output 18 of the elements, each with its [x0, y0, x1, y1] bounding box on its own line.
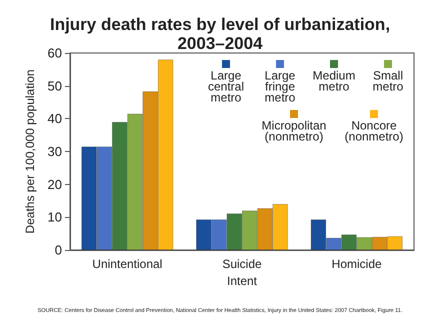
x-tick-label: Unintentional — [92, 257, 162, 271]
legend-label: Large fringe metro — [264, 68, 296, 104]
x-tick-label: Suicide — [222, 257, 262, 271]
x-axis-title: Intent — [226, 274, 258, 288]
y-tick-label: 10 — [48, 210, 62, 225]
y-axis-title: Deaths per 100,000 population — [23, 69, 37, 234]
legend-label: Small metro — [372, 68, 404, 94]
y-tick-label: 50 — [48, 78, 62, 94]
y-tick-label: 40 — [48, 111, 62, 126]
legend-label: Micropolitan (nonmetro) — [262, 118, 326, 144]
legend-label: Noncore (nonmetro) — [344, 118, 404, 144]
legend-label: Medium metro — [312, 68, 356, 94]
y-tick-label: 0 — [54, 242, 62, 258]
y-tick-label: 20 — [48, 176, 62, 192]
legend-label: Large central metro — [208, 68, 244, 104]
y-tick-label: 30 — [48, 144, 62, 159]
y-tick-label: 60 — [48, 46, 62, 60]
x-tick-label: Homicide — [332, 257, 382, 271]
